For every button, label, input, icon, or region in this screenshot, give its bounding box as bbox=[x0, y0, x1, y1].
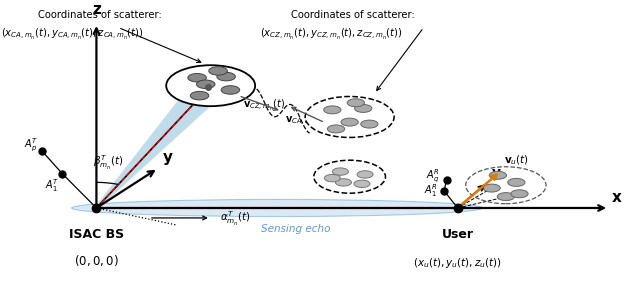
Text: $(x_u(t), y_u(t), z_u(t))$: $(x_u(t), y_u(t), z_u(t))$ bbox=[413, 256, 502, 270]
Circle shape bbox=[347, 99, 364, 107]
Text: $(0,0,0)$: $(0,0,0)$ bbox=[74, 253, 119, 268]
Circle shape bbox=[305, 96, 394, 138]
Text: $\beta_{m_n}^{T}(t)$: $\beta_{m_n}^{T}(t)$ bbox=[94, 153, 124, 171]
Text: Coordinates of scatterer:: Coordinates of scatterer: bbox=[291, 10, 415, 20]
Text: $(x_{CA,m_n}(t), y_{CA,m_n}(t), z_{CA,m_n}(t))$: $(x_{CA,m_n}(t), y_{CA,m_n}(t), z_{CA,m_… bbox=[1, 27, 144, 42]
Circle shape bbox=[314, 160, 386, 193]
Ellipse shape bbox=[72, 199, 482, 216]
Text: $\mathbf{v}_{CA,m_n}(t)$: $\mathbf{v}_{CA,m_n}(t)$ bbox=[285, 113, 327, 128]
Circle shape bbox=[483, 184, 500, 192]
Circle shape bbox=[166, 65, 255, 106]
Text: $A_1^R$: $A_1^R$ bbox=[424, 183, 438, 199]
Circle shape bbox=[489, 171, 507, 179]
Text: y: y bbox=[163, 150, 173, 165]
Text: User: User bbox=[442, 228, 474, 241]
Text: $(x_{CZ,m_n}(t), y_{CZ,m_n}(t), z_{CZ,m_n}(t))$: $(x_{CZ,m_n}(t), y_{CZ,m_n}(t), z_{CZ,m_… bbox=[260, 27, 402, 42]
Circle shape bbox=[508, 178, 525, 186]
Circle shape bbox=[324, 174, 340, 182]
Circle shape bbox=[209, 67, 227, 75]
Circle shape bbox=[336, 179, 351, 186]
Text: z: z bbox=[92, 2, 101, 17]
Text: $\mathbf{v}_u(t)$: $\mathbf{v}_u(t)$ bbox=[504, 153, 529, 167]
Text: Sensing echo: Sensing echo bbox=[261, 224, 330, 234]
Polygon shape bbox=[94, 82, 229, 208]
Circle shape bbox=[354, 180, 370, 188]
Circle shape bbox=[333, 168, 348, 175]
Circle shape bbox=[341, 118, 358, 126]
Circle shape bbox=[328, 125, 344, 133]
Circle shape bbox=[361, 120, 378, 128]
Text: Coordinates of scatterer:: Coordinates of scatterer: bbox=[37, 10, 162, 20]
Circle shape bbox=[188, 74, 207, 82]
Text: $\alpha_{m_n}^{T}(t)$: $\alpha_{m_n}^{T}(t)$ bbox=[220, 210, 251, 228]
Circle shape bbox=[221, 86, 240, 94]
Text: $A_1^T$: $A_1^T$ bbox=[45, 177, 59, 193]
Circle shape bbox=[357, 171, 373, 178]
Circle shape bbox=[497, 193, 515, 201]
Text: y: y bbox=[492, 166, 500, 180]
Text: x: x bbox=[612, 190, 622, 205]
Circle shape bbox=[354, 104, 372, 112]
Circle shape bbox=[217, 72, 235, 81]
Text: $A_p^T$: $A_p^T$ bbox=[24, 137, 39, 154]
Circle shape bbox=[511, 190, 528, 198]
Circle shape bbox=[190, 91, 209, 100]
Text: $A_q^R$: $A_q^R$ bbox=[426, 168, 441, 186]
Text: ISAC BS: ISAC BS bbox=[69, 228, 124, 241]
Text: $\mathbf{v}_{CZ,m_n}(t)$: $\mathbf{v}_{CZ,m_n}(t)$ bbox=[243, 98, 285, 113]
Circle shape bbox=[324, 106, 341, 114]
Circle shape bbox=[197, 80, 215, 88]
